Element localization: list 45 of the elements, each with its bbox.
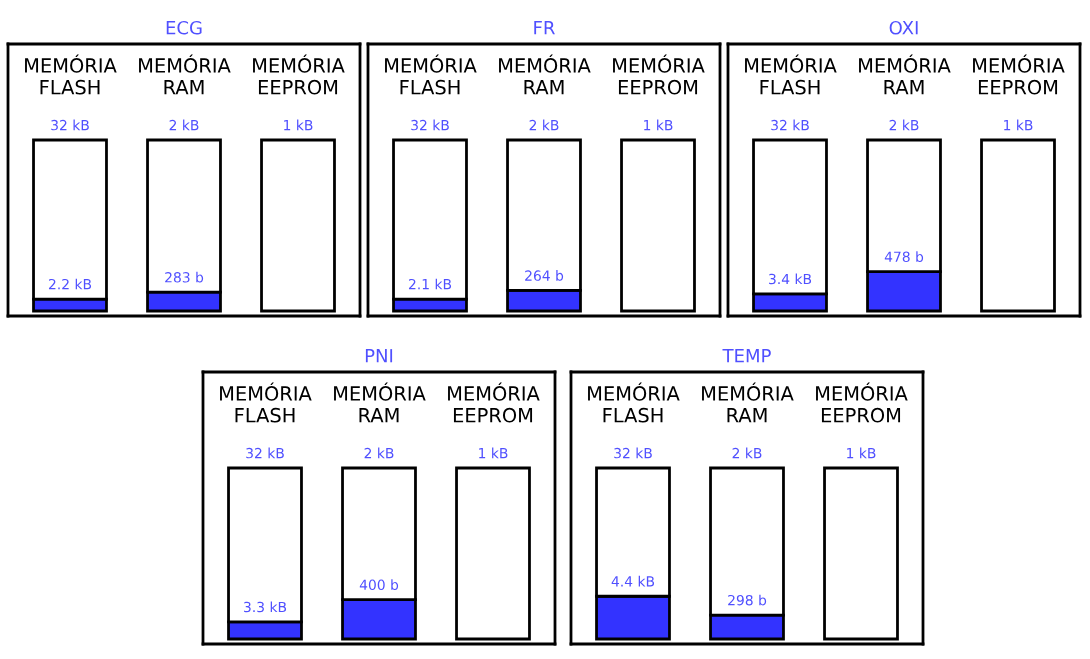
annotation: 400 b (359, 579, 399, 591)
annotation: 32 kB (411, 119, 449, 131)
chart-title: PNI (365, 349, 393, 363)
chart-title: FR (534, 21, 555, 35)
annotation: 2 kB (169, 119, 199, 131)
annotation: 32 kB (614, 447, 652, 459)
x-tick-label: MEMÓRIA RAM (859, 54, 951, 95)
annotation: 3.3 kB (244, 601, 287, 613)
annotation: 283 b (165, 271, 204, 283)
x-tick-label: MEMÓRIA FLASH (220, 382, 312, 423)
x-tick-label: MEMÓRIA FLASH (385, 54, 477, 95)
chart-title: OXI (889, 20, 918, 35)
annotation: 32 kB (771, 119, 809, 131)
x-tick-label: MEMÓRIA EEPROM (973, 54, 1065, 95)
annotation: 1 kB (847, 447, 876, 459)
annotation: 264 b (525, 270, 564, 281)
annotation: 4.4 kB (611, 575, 655, 587)
x-tick-label: MEMÓRIA RAM (702, 382, 794, 423)
x-tick-label: MEMÓRIA FLASH (588, 382, 680, 423)
x-tick-label: MEMÓRIA EEPROM (253, 54, 345, 95)
x-tick-label: MEMÓRIA EEPROM (613, 54, 705, 95)
annotation: 1 kB (1004, 119, 1033, 131)
x-tick-label: MEMÓRIA RAM (139, 54, 231, 95)
annotation: 1 kB (479, 447, 508, 459)
annotation: 2 kB (529, 119, 559, 131)
x-tick-label: MEMÓRIA RAM (499, 54, 591, 95)
annotation: 2.1 kB (408, 278, 452, 290)
chart-title: ECG (166, 20, 202, 35)
annotation: 2 kB (889, 119, 919, 131)
annotation: 2.2 kB (48, 278, 92, 290)
x-tick-label: MEMÓRIA RAM (334, 382, 426, 423)
x-tick-label: MEMÓRIA FLASH (745, 54, 837, 95)
annotation: 1 kB (644, 119, 673, 131)
annotation: 3.4 kB (769, 273, 812, 285)
x-tick-label: MEMÓRIA FLASH (25, 54, 117, 95)
x-tick-label: MEMÓRIA EEPROM (448, 382, 540, 423)
annotation: 2 kB (364, 447, 394, 459)
annotation: 32 kB (51, 119, 89, 131)
annotation: 298 b (728, 594, 767, 606)
annotation: 2 kB (732, 447, 762, 459)
annotation: 32 kB (246, 447, 284, 459)
chart-title: TEMP (722, 349, 771, 363)
annotation: 478 b (884, 251, 924, 263)
x-tick-label: MEMÓRIA EEPROM (816, 382, 908, 423)
annotation: 1 kB (284, 119, 313, 131)
